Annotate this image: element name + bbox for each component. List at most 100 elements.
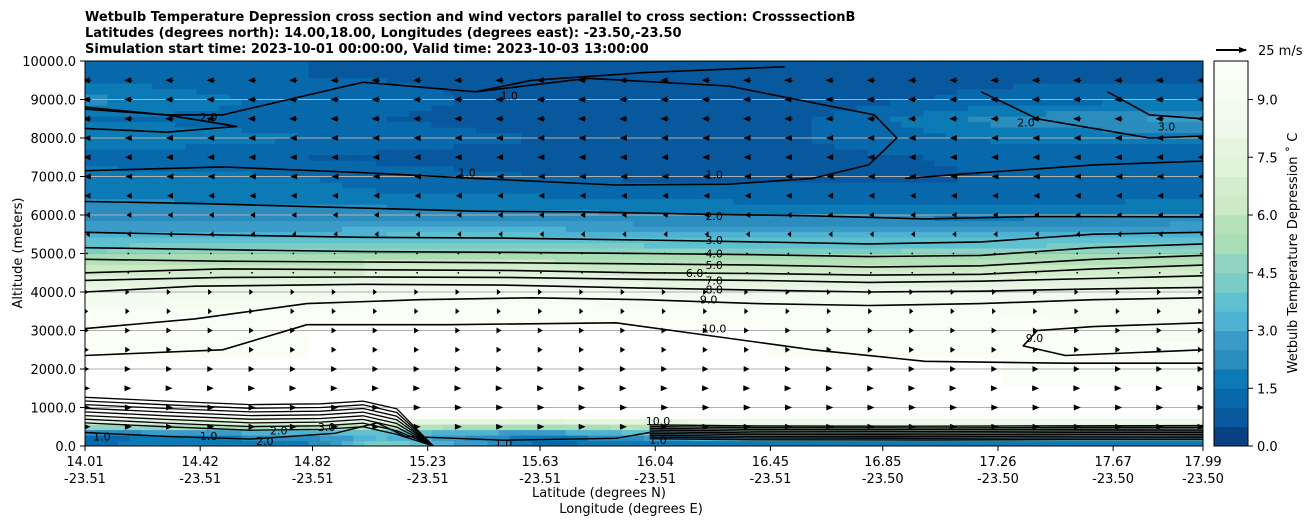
- field-cell: [241, 220, 254, 227]
- field-cell: [498, 275, 511, 282]
- field-cell: [375, 341, 388, 348]
- field-cell: [353, 385, 366, 392]
- field-cell: [576, 220, 589, 227]
- field-cell: [498, 77, 511, 84]
- field-cell: [699, 127, 712, 134]
- field-cell: [163, 336, 176, 343]
- field-cell: [174, 204, 187, 211]
- field-cell: [666, 253, 679, 260]
- field-cell: [699, 248, 712, 255]
- field-cell: [185, 259, 198, 266]
- field-cell: [789, 253, 802, 260]
- field-cell: [699, 330, 712, 337]
- field-cell: [644, 407, 656, 414]
- field-cell: [644, 440, 656, 446]
- field-cell: [431, 352, 444, 359]
- field-cell: [241, 325, 254, 332]
- field-cell: [442, 264, 455, 271]
- field-cell: [599, 248, 612, 255]
- field-cell: [252, 149, 265, 156]
- field-cell: [409, 143, 421, 150]
- field-cell: [476, 143, 489, 150]
- field-cell: [744, 253, 757, 260]
- field-cell: [565, 402, 578, 409]
- field-cell: [800, 248, 813, 255]
- field-cell: [644, 396, 656, 403]
- field-cell: [118, 121, 131, 128]
- field-cell: [509, 341, 522, 348]
- field-cell: [409, 99, 421, 106]
- field-cell: [834, 72, 846, 79]
- field-cell: [96, 121, 108, 128]
- field-cell: [554, 66, 567, 73]
- field-cell: [431, 413, 444, 420]
- field-cell: [755, 160, 768, 167]
- field-cell: [465, 363, 477, 370]
- field-cell: [800, 440, 813, 446]
- field-cell: [509, 198, 522, 205]
- field-cell: [140, 154, 153, 161]
- field-cell: [118, 374, 131, 381]
- field-cell: [711, 347, 723, 354]
- field-cell: [677, 226, 690, 233]
- field-cell: [275, 303, 287, 310]
- field-cell: [800, 418, 813, 425]
- field-cell: [778, 237, 790, 244]
- field-cell: [129, 61, 142, 68]
- field-cell: [565, 231, 578, 238]
- field-cell: [677, 231, 690, 238]
- field-cell: [453, 380, 466, 387]
- field-cell: [297, 374, 310, 381]
- field-cell: [219, 83, 231, 90]
- field-cell: [543, 198, 556, 205]
- field-cell: [431, 72, 444, 79]
- field-cell: [800, 198, 813, 205]
- field-cell: [241, 248, 254, 255]
- field-cell: [822, 341, 835, 348]
- field-cell: [878, 413, 891, 420]
- field-cell: [766, 121, 779, 128]
- field-cell: [666, 407, 679, 414]
- field-cell: [722, 418, 735, 425]
- field-cell: [677, 160, 690, 167]
- field-cell: [196, 198, 209, 205]
- field-cell: [845, 160, 858, 167]
- field-cell: [174, 407, 187, 414]
- field-cell: [364, 347, 377, 354]
- field-cell: [588, 99, 600, 106]
- field-cell: [342, 110, 354, 117]
- field-cell: [442, 88, 455, 95]
- field-cell: [834, 198, 846, 205]
- field-cell: [666, 138, 679, 145]
- field-cell: [811, 264, 824, 271]
- field-cell: [476, 154, 489, 161]
- field-cell: [398, 88, 410, 95]
- field-cell: [778, 363, 790, 370]
- field-cell: [867, 237, 880, 244]
- field-cell: [286, 143, 299, 150]
- field-cell: [263, 209, 276, 216]
- field-cell: [219, 127, 231, 134]
- field-cell: [845, 440, 858, 446]
- field-cell: [733, 132, 746, 139]
- field-cell: [465, 308, 477, 315]
- field-cell: [207, 413, 220, 420]
- field-cell: [185, 286, 198, 293]
- field-cell: [409, 248, 421, 255]
- field-cell: [722, 396, 735, 403]
- field-cell: [140, 209, 153, 216]
- field-cell: [297, 94, 310, 101]
- field-cell: [521, 424, 533, 431]
- field-cell: [353, 61, 366, 68]
- field-cell: [386, 127, 399, 134]
- field-cell: [263, 220, 276, 227]
- field-cell: [219, 330, 231, 337]
- field-cell: [207, 369, 220, 376]
- field-cell: [789, 248, 802, 255]
- field-cell: [688, 61, 701, 68]
- field-cell: [655, 314, 667, 321]
- field-cell: [766, 127, 779, 134]
- field-cell: [185, 226, 198, 233]
- field-cell: [543, 314, 556, 321]
- field-cell: [610, 160, 623, 167]
